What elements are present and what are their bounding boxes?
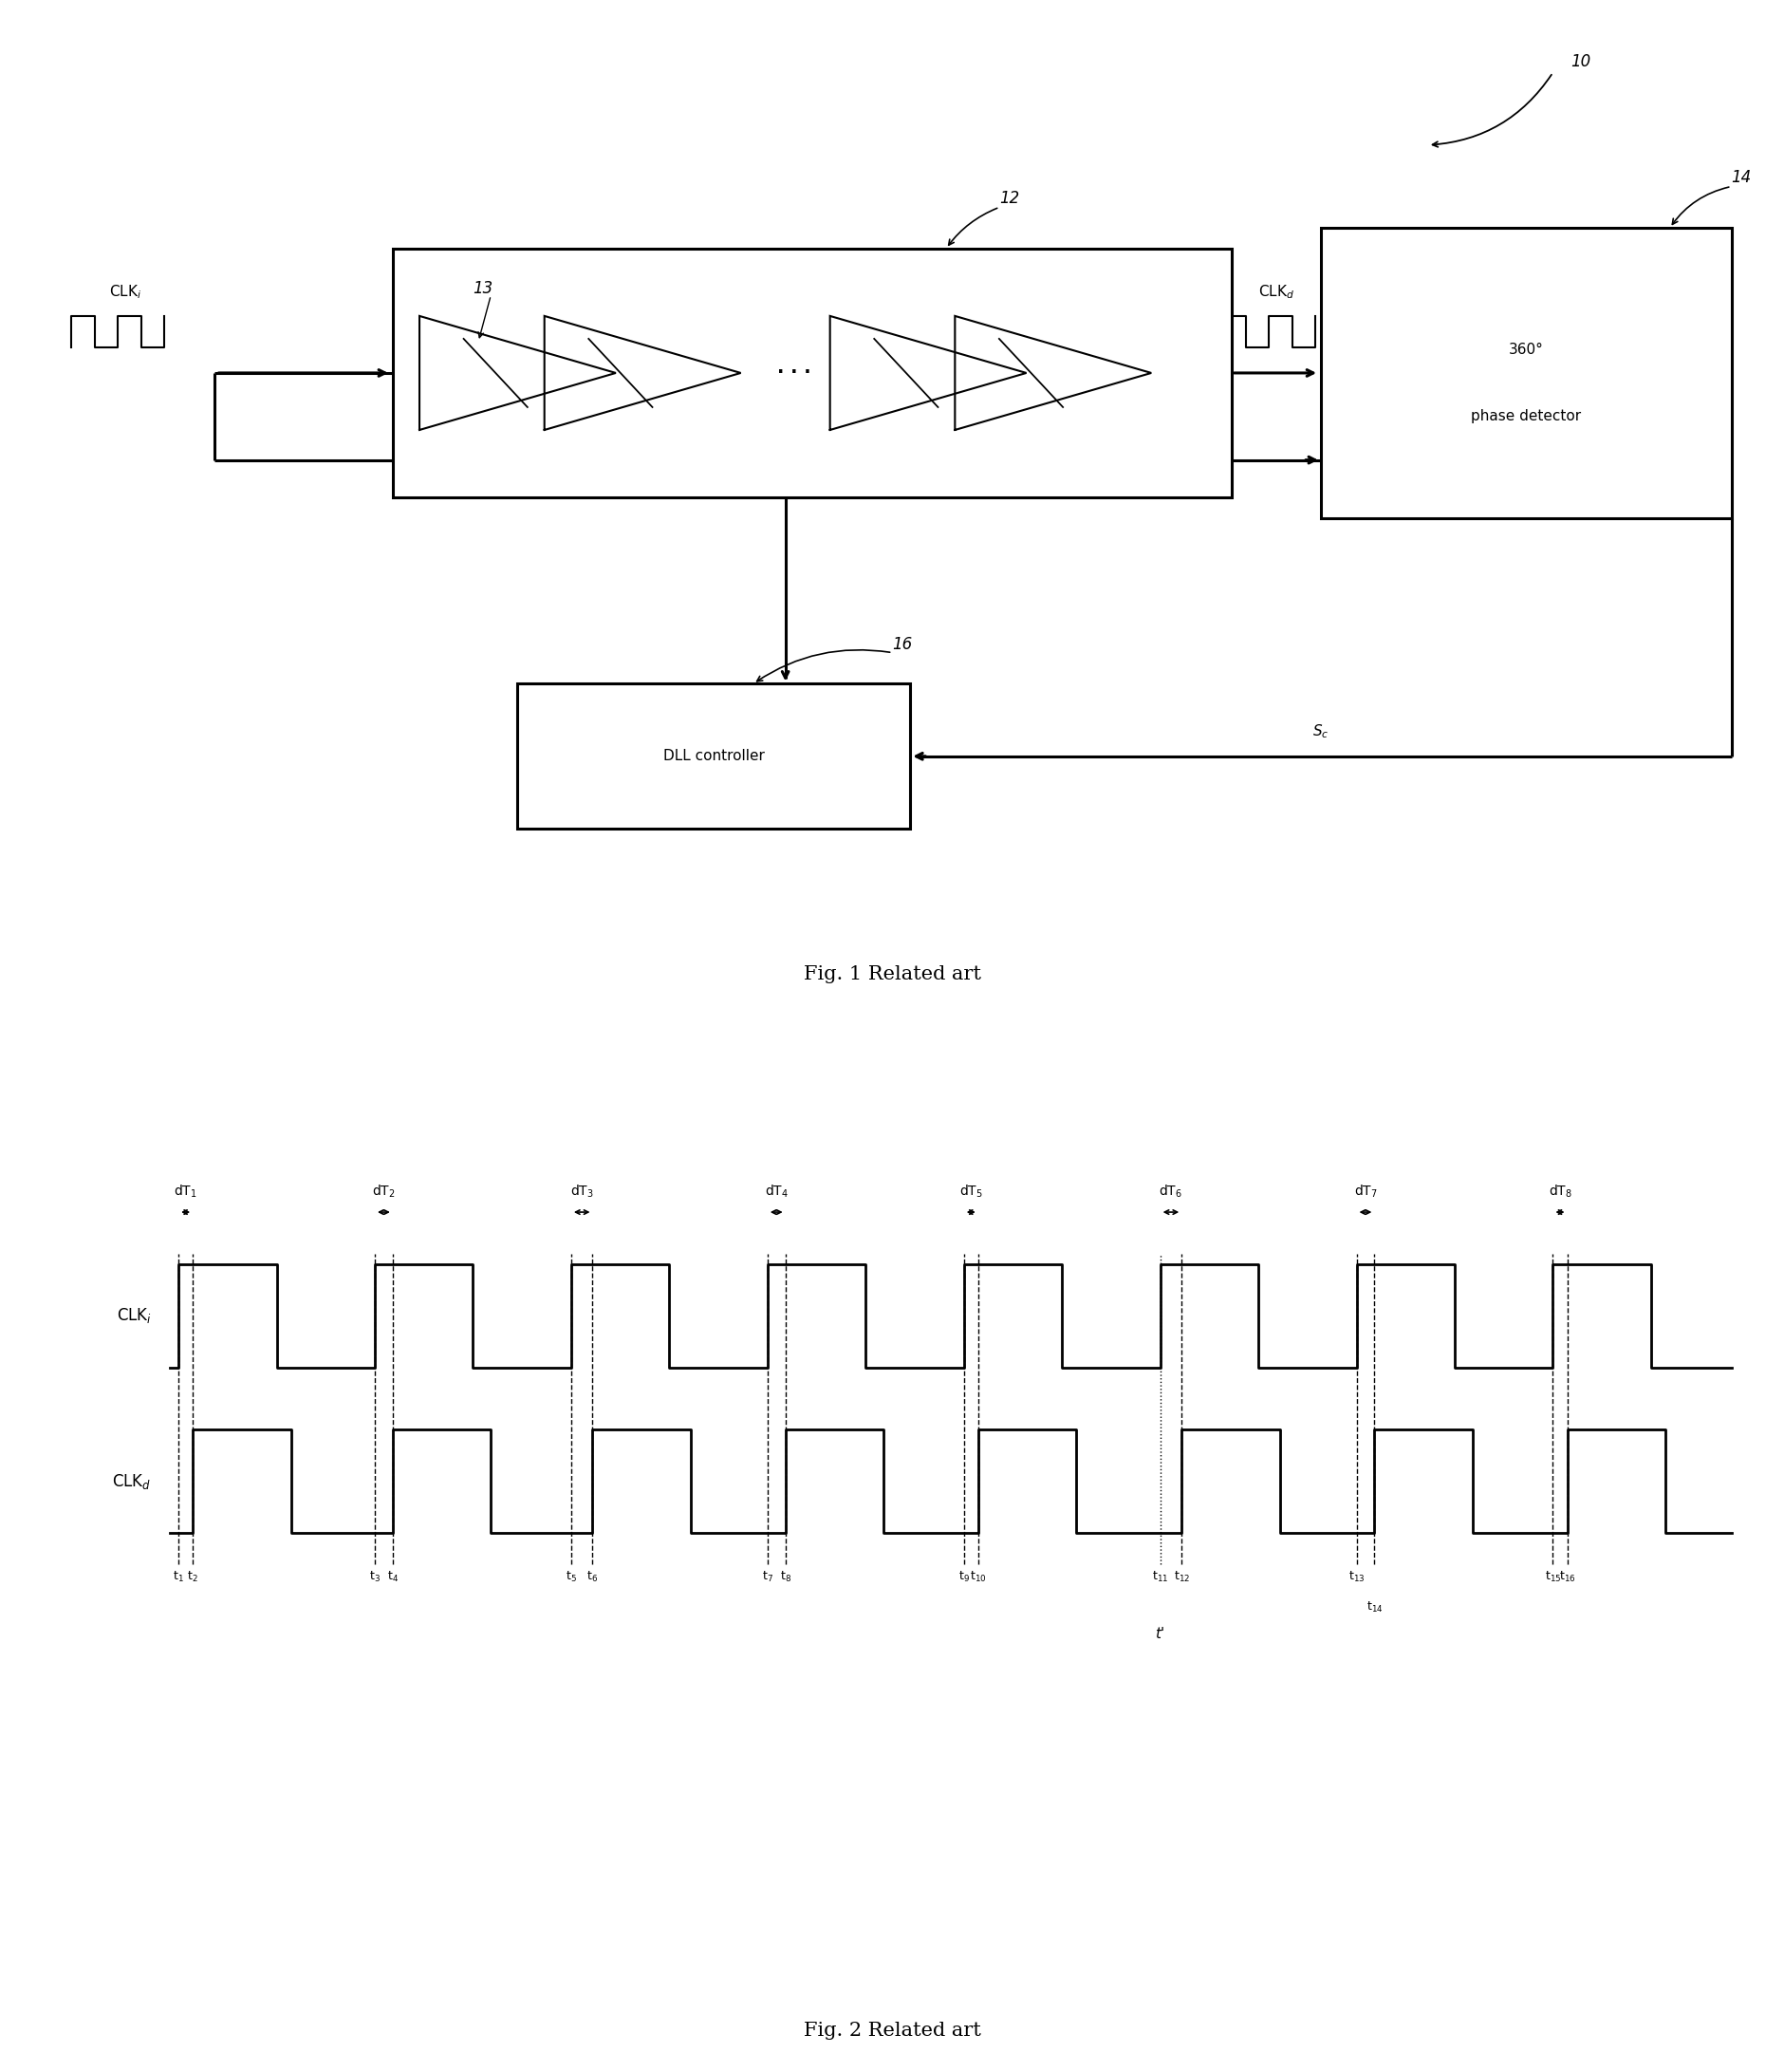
Bar <box>517 684 910 829</box>
Text: CLK$_i$: CLK$_i$ <box>116 1305 152 1326</box>
Text: dT$_6$: dT$_6$ <box>1158 1183 1183 1200</box>
Text: 12: 12 <box>999 191 1019 207</box>
Text: dT$_7$: dT$_7$ <box>1352 1183 1377 1200</box>
Text: Fig. 2 Related art: Fig. 2 Related art <box>803 2022 981 2039</box>
Text: CLK$_i$: CLK$_i$ <box>109 282 141 300</box>
Text: dT$_8$: dT$_8$ <box>1547 1183 1572 1200</box>
Text: t$_{11}$: t$_{11}$ <box>1151 1571 1169 1583</box>
Text: dT$_2$: dT$_2$ <box>371 1183 396 1200</box>
Text: t$_{16}$: t$_{16}$ <box>1557 1571 1575 1583</box>
Text: t$_{10}$: t$_{10}$ <box>969 1571 987 1583</box>
Text: t$_1$: t$_1$ <box>173 1571 184 1583</box>
Text: t$_7$: t$_7$ <box>762 1571 772 1583</box>
Text: 360°: 360° <box>1507 342 1543 356</box>
Text: dT$_4$: dT$_4$ <box>764 1183 789 1200</box>
Text: 14: 14 <box>1730 170 1750 186</box>
Text: 10: 10 <box>1570 54 1590 70</box>
Text: S$_c$: S$_c$ <box>1311 723 1329 740</box>
Text: CLK$_d$: CLK$_d$ <box>1258 282 1293 300</box>
Text: t': t' <box>1154 1627 1165 1641</box>
Text: t$_8$: t$_8$ <box>780 1571 790 1583</box>
Text: · · ·: · · · <box>778 365 810 381</box>
Text: dT$_3$: dT$_3$ <box>569 1183 594 1200</box>
Text: t$_5$: t$_5$ <box>566 1571 576 1583</box>
Text: t$_6$: t$_6$ <box>587 1571 598 1583</box>
Text: 13: 13 <box>473 280 492 296</box>
Text: dT$_5$: dT$_5$ <box>958 1183 983 1200</box>
Text: t$_3$: t$_3$ <box>369 1571 380 1583</box>
Text: Fig. 1 Related art: Fig. 1 Related art <box>803 966 981 982</box>
Text: phase detector: phase detector <box>1470 410 1581 423</box>
Text: t$_{13}$: t$_{13}$ <box>1347 1571 1365 1583</box>
Text: 16: 16 <box>892 636 912 653</box>
Text: dT$_1$: dT$_1$ <box>173 1183 198 1200</box>
Text: t$_9$: t$_9$ <box>958 1571 969 1583</box>
Text: t$_4$: t$_4$ <box>387 1571 398 1583</box>
Text: t$_{14}$: t$_{14}$ <box>1365 1600 1383 1614</box>
Bar <box>392 249 1231 497</box>
Text: t$_{15}$: t$_{15}$ <box>1543 1571 1561 1583</box>
Text: t$_2$: t$_2$ <box>187 1571 198 1583</box>
Text: DLL controller: DLL controller <box>664 750 764 762</box>
Bar <box>1320 228 1730 518</box>
Text: CLK$_d$: CLK$_d$ <box>112 1471 152 1492</box>
Text: t$_{12}$: t$_{12}$ <box>1172 1571 1190 1583</box>
